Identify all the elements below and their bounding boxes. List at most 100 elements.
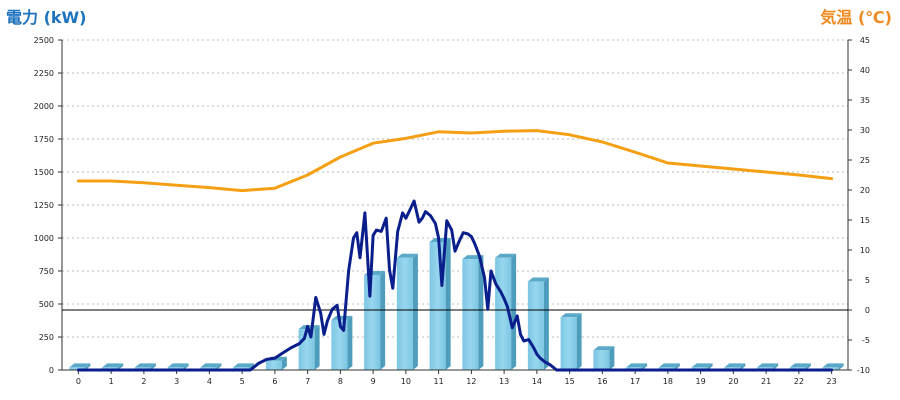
x-tick-label: 10 bbox=[401, 377, 411, 386]
right-tick-label: 40 bbox=[860, 66, 870, 75]
right-tick-label: 10 bbox=[860, 246, 870, 255]
axes bbox=[58, 39, 852, 374]
bar-side bbox=[609, 346, 615, 370]
x-tick-label: 2 bbox=[141, 377, 146, 386]
right-axis-title: 気温 (℃) bbox=[820, 8, 892, 27]
bar-side bbox=[85, 363, 91, 370]
left-tick-label: 2500 bbox=[34, 36, 54, 45]
x-tick-label: 5 bbox=[240, 377, 245, 386]
x-tick-label: 22 bbox=[794, 377, 804, 386]
bar-top bbox=[527, 277, 549, 282]
bar-top bbox=[658, 363, 680, 368]
x-tick-label: 14 bbox=[532, 377, 542, 386]
bar-top bbox=[396, 253, 418, 258]
x-tick-label: 23 bbox=[827, 377, 837, 386]
x-tick-label: 1 bbox=[109, 377, 114, 386]
right-tick-label: 25 bbox=[860, 156, 870, 165]
bar-side bbox=[740, 363, 746, 370]
bar-top bbox=[200, 363, 222, 368]
grid bbox=[62, 39, 848, 338]
bar-front bbox=[560, 317, 577, 370]
bar-front bbox=[495, 257, 512, 370]
bar bbox=[331, 315, 353, 370]
power-line bbox=[76, 199, 834, 372]
x-tick-label: 4 bbox=[207, 377, 212, 386]
x-tick-label: 18 bbox=[663, 377, 673, 386]
bar-top bbox=[102, 363, 124, 368]
bar-side bbox=[511, 253, 517, 370]
bar-top bbox=[233, 363, 255, 368]
x-tick-label: 17 bbox=[630, 377, 640, 386]
bar-front bbox=[593, 350, 610, 370]
x-tick-label: 6 bbox=[272, 377, 277, 386]
bar-side bbox=[707, 363, 713, 370]
bar-top bbox=[789, 363, 811, 368]
x-tick-label: 11 bbox=[434, 377, 444, 386]
bar bbox=[364, 270, 386, 370]
x-tick-label: 0 bbox=[76, 377, 81, 386]
x-tick-label: 13 bbox=[499, 377, 509, 386]
left-tick-label: 1250 bbox=[34, 201, 54, 210]
bar-front bbox=[527, 281, 544, 370]
left-tick-label: 250 bbox=[39, 333, 54, 342]
bar-top bbox=[69, 363, 91, 368]
left-tick-label: 0 bbox=[49, 366, 54, 375]
left-axis-title: 電力 (kW) bbox=[6, 8, 87, 27]
x-tick-label: 9 bbox=[371, 377, 376, 386]
left-tick-label: 500 bbox=[39, 300, 54, 309]
right-tick-label: 15 bbox=[860, 216, 870, 225]
left-tick-label: 2000 bbox=[34, 102, 54, 111]
bar-top bbox=[724, 363, 746, 368]
right-tick-label: 0 bbox=[865, 306, 870, 315]
bar-side bbox=[576, 313, 582, 370]
bar-top bbox=[495, 253, 517, 258]
bar-top bbox=[134, 363, 156, 368]
bar-side bbox=[347, 315, 353, 370]
bar bbox=[560, 313, 582, 370]
bar-front bbox=[364, 274, 381, 370]
bar-top bbox=[331, 315, 353, 320]
left-tick-label: 1750 bbox=[34, 135, 54, 144]
left-tick-label: 1000 bbox=[34, 234, 54, 243]
temperature-line bbox=[76, 129, 834, 193]
bar-top bbox=[593, 346, 615, 351]
right-tick-label: 30 bbox=[860, 126, 870, 135]
bar-top bbox=[560, 313, 582, 318]
left-tick-label: 2250 bbox=[34, 69, 54, 78]
right-tick-label: 35 bbox=[860, 96, 870, 105]
x-tick-label: 3 bbox=[174, 377, 179, 386]
bar-front bbox=[396, 257, 413, 370]
bar-side bbox=[445, 237, 451, 370]
bar-front bbox=[69, 367, 86, 370]
x-tick-label: 19 bbox=[696, 377, 706, 386]
bar bbox=[593, 346, 615, 370]
bar-top bbox=[167, 363, 189, 368]
x-tick-label: 12 bbox=[466, 377, 476, 386]
bar-top bbox=[757, 363, 779, 368]
right-tick-label: -10 bbox=[857, 366, 870, 375]
x-tick-label: 16 bbox=[597, 377, 607, 386]
right-tick-label: 5 bbox=[865, 276, 870, 285]
bar bbox=[527, 277, 549, 370]
bar-side bbox=[642, 363, 648, 370]
bar-side bbox=[150, 363, 156, 370]
left-tick-label: 1500 bbox=[34, 168, 54, 177]
x-tick-label: 20 bbox=[728, 377, 738, 386]
right-tick-label: 20 bbox=[860, 186, 870, 195]
bar-side bbox=[773, 363, 779, 370]
bar bbox=[462, 255, 484, 370]
right-tick-label: 45 bbox=[860, 36, 870, 45]
bar-side bbox=[543, 277, 549, 370]
line-series bbox=[76, 129, 834, 372]
bar bbox=[396, 253, 418, 370]
bar-side bbox=[281, 356, 287, 370]
bar-front bbox=[331, 319, 348, 370]
bar-top bbox=[822, 363, 844, 368]
left-tick-label: 750 bbox=[39, 267, 54, 276]
bar-side bbox=[674, 363, 680, 370]
bar-side bbox=[216, 363, 222, 370]
bar-side bbox=[805, 363, 811, 370]
bar bbox=[69, 363, 91, 370]
bar-side bbox=[314, 325, 320, 370]
